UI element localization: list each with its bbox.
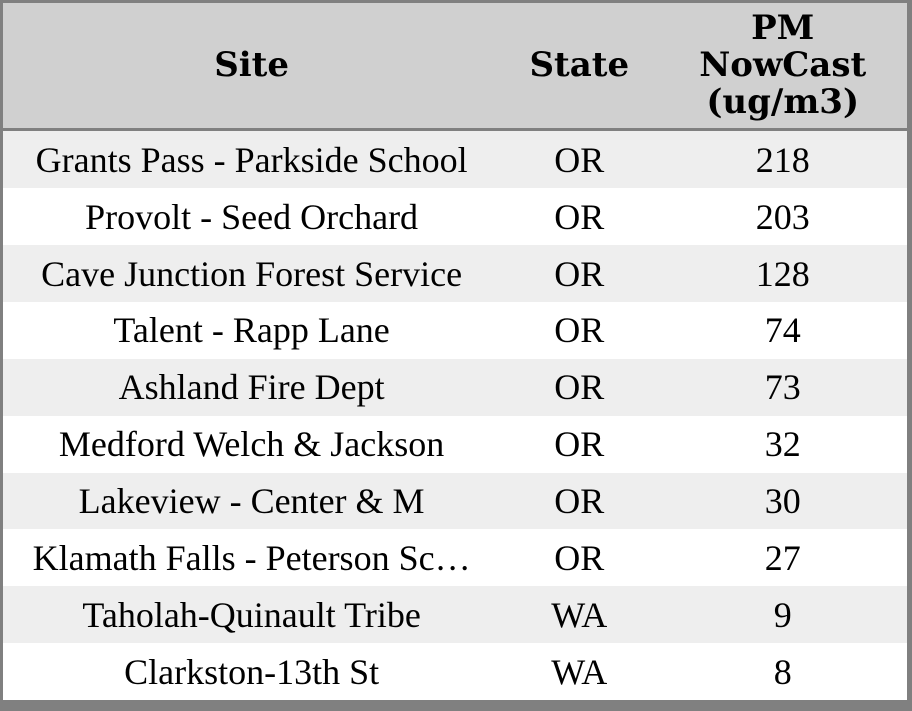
column-header-pm-nowcast-label: PM NowCast (ug/m3): [699, 7, 867, 123]
header-row: Site State PM NowCast (ug/m3): [3, 3, 907, 131]
site-cell: Medford Welch & Jackson: [3, 415, 501, 473]
value-cell: 128: [658, 245, 907, 303]
table-row[interactable]: Cave Junction Forest Service OR 128: [3, 245, 907, 303]
value-cell: 203: [658, 188, 907, 246]
state-cell: OR: [500, 129, 659, 189]
state-cell: OR: [500, 302, 659, 359]
site-cell: Provolt - Seed Orchard: [3, 188, 501, 246]
column-header-site-label: Site: [214, 44, 289, 85]
state-cell: OR: [500, 245, 659, 303]
value-cell: 32: [658, 415, 907, 473]
table-body: Grants Pass - Parkside School OR 218 Pro…: [3, 129, 907, 700]
table-row[interactable]: Taholah-Quinault Tribe WA 9: [3, 586, 907, 644]
site-cell: Taholah-Quinault Tribe: [3, 586, 501, 644]
table-row[interactable]: Ashland Fire Dept OR 73: [3, 358, 907, 416]
site-cell: Grants Pass - Parkside School: [3, 129, 501, 189]
site-cell: Clarkston-13th St: [3, 643, 501, 700]
table-row[interactable]: Provolt - Seed Orchard OR 203: [3, 188, 907, 246]
site-cell: Ashland Fire Dept: [3, 358, 501, 416]
table-row[interactable]: Lakeview - Center & M OR 30: [3, 472, 907, 530]
state-cell: OR: [500, 529, 659, 587]
state-cell: WA: [500, 586, 659, 644]
table-row[interactable]: Klamath Falls - Peterson Sc… OR 27: [3, 529, 907, 587]
value-cell: 73: [658, 358, 907, 416]
state-cell: OR: [500, 415, 659, 473]
site-cell: Cave Junction Forest Service: [3, 245, 501, 303]
state-cell: OR: [500, 358, 659, 416]
state-cell: OR: [500, 472, 659, 530]
table-row[interactable]: Talent - Rapp Lane OR 74: [3, 302, 907, 359]
state-cell: OR: [500, 188, 659, 246]
value-cell: 9: [658, 586, 907, 644]
value-cell: 218: [658, 129, 907, 189]
column-header-state-label: State: [529, 44, 630, 85]
table-row[interactable]: Medford Welch & Jackson OR 32: [3, 415, 907, 473]
column-header-state[interactable]: State: [500, 3, 659, 131]
state-cell: WA: [500, 643, 659, 700]
value-cell: 27: [658, 529, 907, 587]
site-cell: Klamath Falls - Peterson Sc…: [3, 529, 501, 587]
site-cell: Lakeview - Center & M: [3, 472, 501, 530]
table-row[interactable]: Clarkston-13th St WA 8: [3, 643, 907, 700]
table-row[interactable]: Grants Pass - Parkside School OR 218: [3, 129, 907, 189]
column-header-site[interactable]: Site: [3, 3, 501, 131]
site-cell: Talent - Rapp Lane: [3, 302, 501, 359]
column-header-pm-nowcast[interactable]: PM NowCast (ug/m3): [658, 3, 907, 131]
value-cell: 8: [658, 643, 907, 700]
pm-nowcast-table: Site State PM NowCast (ug/m3) Grants Pas…: [3, 3, 907, 700]
table-header: Site State PM NowCast (ug/m3): [3, 3, 907, 131]
value-cell: 30: [658, 472, 907, 530]
value-cell: 74: [658, 302, 907, 359]
